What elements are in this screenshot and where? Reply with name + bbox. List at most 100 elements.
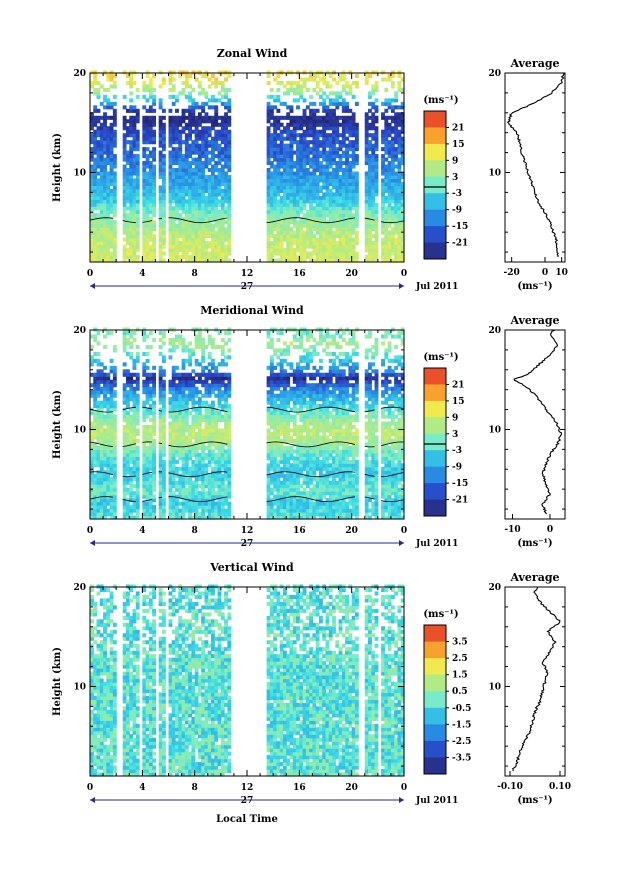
heatmap-cell [148, 258, 153, 263]
heatmap-cell [351, 199, 356, 204]
heatmap-cell [142, 87, 147, 92]
heatmap-cell [129, 227, 134, 232]
heatmap-cell [220, 248, 225, 253]
heatmap-cell [325, 230, 330, 235]
heatmap-cell [109, 216, 114, 221]
heatmap-cell [161, 477, 166, 482]
heatmap-cell [181, 376, 186, 381]
heatmap-cell [132, 213, 137, 218]
heatmap-cell [168, 501, 173, 506]
heatmap-cell [325, 188, 330, 193]
heatmap-cell [348, 115, 353, 120]
heatmap-cell [99, 386, 104, 391]
heatmap-cell [299, 178, 304, 183]
heatmap-cell [315, 154, 320, 159]
heatmap-cell [341, 230, 346, 235]
heatmap-cell [302, 77, 307, 82]
heatmap-cell [384, 143, 389, 148]
heatmap-cell [135, 466, 140, 471]
heatmap-cell [90, 140, 94, 145]
heatmap-cell [374, 108, 379, 113]
heatmap-cell [191, 494, 196, 499]
heatmap-cell [145, 438, 150, 443]
heatmap-cell [309, 185, 314, 190]
heatmap-cell [384, 98, 389, 103]
heatmap-cell [296, 192, 300, 197]
heatmap-cell [145, 237, 150, 242]
heatmap-cell [135, 407, 140, 412]
heatmap-cell [158, 411, 163, 416]
heatmap-cell [214, 438, 219, 443]
heatmap-cell [368, 126, 372, 131]
heatmap-cell [93, 230, 98, 235]
heatmap-cell [168, 157, 173, 162]
heatmap-cell [309, 234, 314, 239]
heatmap-cell [269, 174, 274, 180]
heatmap-cell [289, 206, 294, 211]
heatmap-cell [152, 157, 157, 162]
heatmap-cell [181, 404, 186, 409]
heatmap-cell [312, 192, 317, 197]
heatmap-cell [168, 397, 173, 402]
heatmap-cell [142, 202, 147, 207]
heatmap-cell [129, 223, 134, 228]
heatmap-cell [387, 77, 392, 82]
heatmap-cell [148, 487, 153, 492]
heatmap-cell [129, 178, 134, 183]
heatmap-cell [145, 411, 150, 416]
heatmap-cell [400, 181, 405, 186]
heatmap-cell [335, 181, 340, 186]
heatmap-cell [132, 122, 137, 127]
heatmap-cell [112, 477, 117, 482]
heatmap-cell [335, 202, 340, 207]
heatmap-cell [214, 223, 219, 228]
heatmap-cell [227, 108, 232, 113]
heatmap-cell [211, 501, 215, 506]
heatmap-cell [394, 227, 399, 232]
heatmap-cell [286, 248, 291, 253]
heatmap-cell [125, 456, 130, 461]
heatmap-cell [224, 171, 228, 176]
heatmap-cell [322, 98, 327, 103]
heatmap-cell [368, 178, 372, 183]
heatmap-cell [142, 206, 147, 211]
heatmap-cell [207, 258, 212, 263]
heatmap-cell [158, 244, 163, 249]
heatmap-cell [99, 140, 104, 145]
heatmap-cell [145, 251, 150, 256]
heatmap-cell [148, 248, 153, 253]
heatmap-cell [171, 101, 176, 106]
heatmap-cell [178, 195, 183, 200]
heatmap-cell [276, 73, 281, 79]
heatmap-cell [122, 505, 127, 510]
heatmap-cell [109, 234, 114, 239]
heatmap-cell [142, 435, 147, 440]
heatmap-cell [90, 126, 94, 131]
heatmap-cell [161, 383, 166, 388]
heatmap-cell [161, 178, 166, 183]
heatmap-cell [325, 105, 330, 110]
heatmap-cell [191, 452, 196, 457]
heatmap-cell [296, 126, 300, 131]
heatmap-cell [397, 202, 402, 207]
heatmap-cell [211, 202, 215, 207]
heatmap-cell [387, 185, 392, 190]
heatmap-cell [322, 136, 327, 141]
heatmap-cell [161, 122, 166, 127]
heatmap-cell [103, 459, 107, 464]
heatmap-cell [309, 255, 314, 260]
heatmap-cell [227, 140, 232, 145]
heatmap-cell [103, 501, 107, 506]
heatmap-cell [394, 188, 399, 193]
heatmap-cell [93, 168, 98, 173]
heatmap-cell [214, 108, 219, 113]
heatmap-cell [289, 157, 294, 162]
heatmap-cell [158, 425, 163, 430]
heatmap-cell [332, 230, 336, 235]
heatmap-cell [90, 227, 94, 232]
heatmap-cell [129, 515, 134, 520]
heatmap-cell [96, 115, 101, 120]
heatmap-cell [148, 456, 153, 461]
heatmap-cell [184, 442, 189, 447]
heatmap-cell [194, 470, 199, 475]
